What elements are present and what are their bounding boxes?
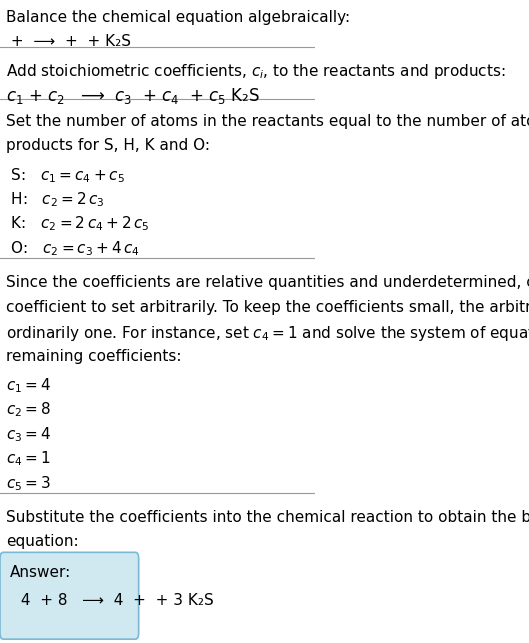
Text: coefficient to set arbitrarily. To keep the coefficients small, the arbitrary va: coefficient to set arbitrarily. To keep … [6, 300, 529, 314]
Text: $c_2 = 8$: $c_2 = 8$ [6, 401, 51, 419]
Text: $c_1 = 4$: $c_1 = 4$ [6, 376, 51, 395]
Text: products for S, H, K and O:: products for S, H, K and O: [6, 138, 211, 153]
Text: K:   $c_2 = 2\,c_4 + 2\,c_5$: K: $c_2 = 2\,c_4 + 2\,c_5$ [6, 215, 150, 233]
Text: H:   $c_2 = 2\,c_3$: H: $c_2 = 2\,c_3$ [6, 190, 105, 209]
Text: O:   $c_2 = c_3 + 4\,c_4$: O: $c_2 = c_3 + 4\,c_4$ [6, 239, 140, 258]
Text: equation:: equation: [6, 534, 79, 549]
Text: ordinarily one. For instance, set $c_4 = 1$ and solve the system of equations fo: ordinarily one. For instance, set $c_4 =… [6, 324, 529, 343]
Text: +  ⟶  +  + K₂S: + ⟶ + + K₂S [6, 34, 131, 49]
Text: $c_3 = 4$: $c_3 = 4$ [6, 425, 51, 444]
Text: Since the coefficients are relative quantities and underdetermined, choose a: Since the coefficients are relative quan… [6, 275, 529, 290]
Text: Set the number of atoms in the reactants equal to the number of atoms in the: Set the number of atoms in the reactants… [6, 114, 529, 129]
Text: Add stoichiometric coefficients, $c_i$, to the reactants and products:: Add stoichiometric coefficients, $c_i$, … [6, 62, 506, 81]
Text: Answer:: Answer: [10, 565, 71, 580]
Text: $c_1$ + $c_2$   ⟶  $c_3$  + $c_4$  + $c_5$ K₂S: $c_1$ + $c_2$ ⟶ $c_3$ + $c_4$ + $c_5$ K₂… [6, 86, 260, 106]
Text: $c_5 = 3$: $c_5 = 3$ [6, 474, 51, 493]
Text: remaining coefficients:: remaining coefficients: [6, 349, 182, 363]
FancyBboxPatch shape [0, 552, 139, 639]
Text: S:   $c_1 = c_4 + c_5$: S: $c_1 = c_4 + c_5$ [6, 166, 125, 185]
Text: 4  + 8   ⟶  4  +  + 3 K₂S: 4 + 8 ⟶ 4 + + 3 K₂S [16, 593, 214, 608]
Text: Substitute the coefficients into the chemical reaction to obtain the balanced: Substitute the coefficients into the che… [6, 510, 529, 525]
Text: Balance the chemical equation algebraically:: Balance the chemical equation algebraica… [6, 10, 350, 24]
Text: $c_4 = 1$: $c_4 = 1$ [6, 449, 51, 468]
